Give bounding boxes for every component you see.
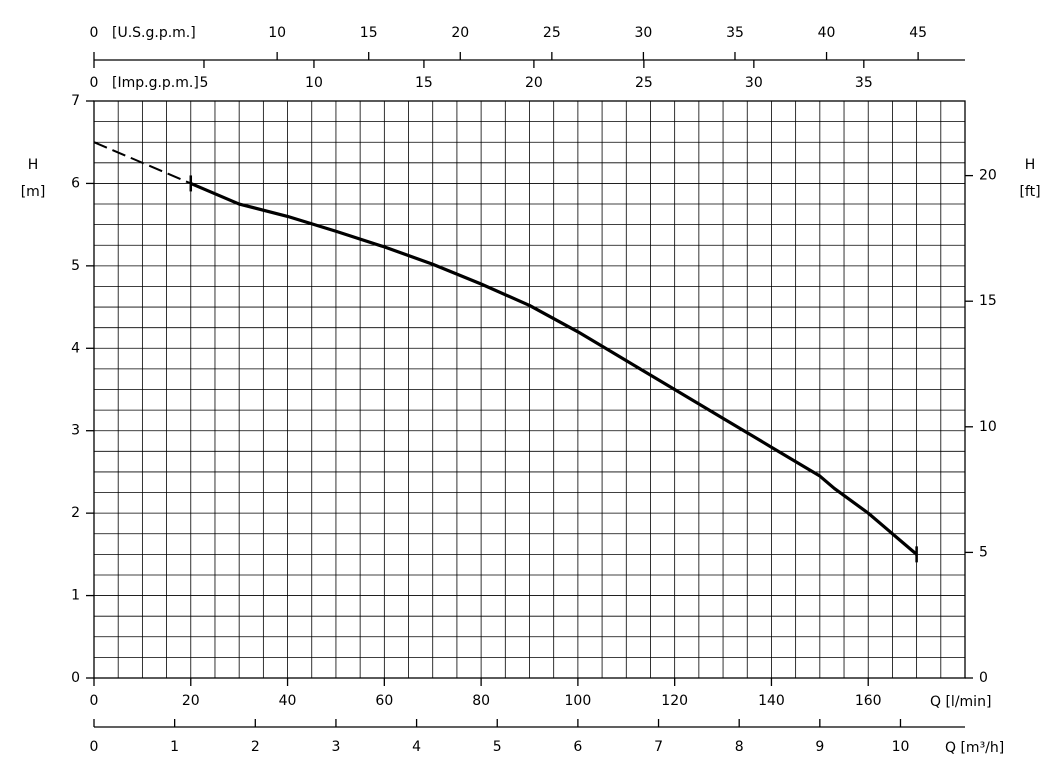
x3-tick-label: 35	[855, 75, 873, 91]
x4-tick-label: 2	[251, 739, 260, 755]
x4-tick-label: 1	[170, 739, 179, 755]
x3-tick-label: 20	[525, 75, 543, 91]
x2-tick-label: 40	[818, 25, 836, 41]
x-tick-label: 20	[182, 693, 200, 709]
x-tick-label: 60	[375, 693, 393, 709]
y-tick-label: 6	[71, 175, 80, 191]
x3-tick-label: 0	[90, 75, 99, 91]
x3-tick-label: 15	[415, 75, 433, 91]
plot-frame	[93, 100, 966, 679]
x4-label: Q [m³/h]	[945, 740, 1004, 756]
x4-tick-label: 7	[654, 739, 663, 755]
y-tick-label: 3	[71, 423, 80, 439]
x4-tick-label: 6	[573, 739, 582, 755]
y-tick-label: 4	[71, 340, 80, 356]
x2-tick-label: 35	[726, 25, 744, 41]
x-tick-label: 160	[855, 693, 882, 709]
x-tick-label: 80	[472, 693, 490, 709]
y-tick-label: 1	[71, 588, 80, 604]
x-tick-label: 100	[565, 693, 592, 709]
x4-tick-label: 8	[735, 739, 744, 755]
y2-tick-label: 15	[979, 293, 997, 309]
x4-tick-label: 3	[331, 739, 340, 755]
x2-tick-label: 15	[360, 25, 378, 41]
y-label: H	[28, 157, 39, 173]
y-unit: [m]	[21, 184, 46, 200]
y2-tick-label: 20	[979, 168, 997, 184]
y-tick-label: 7	[71, 93, 80, 109]
x2-label: [U.S.g.p.m.]	[112, 25, 196, 41]
x2-tick-label: 0	[90, 25, 99, 41]
x4-tick-label: 9	[815, 739, 824, 755]
x2-tick-label: 45	[909, 25, 927, 41]
x3-tick-label: 10	[305, 75, 323, 91]
x-tick-label: 0	[90, 693, 99, 709]
y2-tick-label: 0	[979, 670, 988, 686]
x2-tick-label: 25	[543, 25, 561, 41]
y-tick-label: 5	[71, 258, 80, 274]
x4-tick-label: 5	[493, 739, 502, 755]
x3-tick-label: 25	[635, 75, 653, 91]
y-tick-label: 0	[71, 670, 80, 686]
y2-label: H	[1025, 157, 1036, 173]
y2-tick-label: 5	[979, 544, 988, 560]
x2-tick-label: 30	[634, 25, 652, 41]
x3-tick-label: 30	[745, 75, 763, 91]
y-tick-label: 2	[71, 505, 80, 521]
x2-tick-label: 10	[268, 25, 286, 41]
x2-tick-label: 20	[451, 25, 469, 41]
x3-label: [Imp.g.p.m.]	[112, 75, 199, 91]
x3-tick-label: 5	[200, 75, 209, 91]
y2-unit: [ft]	[1019, 184, 1040, 200]
x-label: Q [l/min]	[930, 694, 991, 710]
curve	[93, 141, 192, 185]
x-tick-label: 40	[279, 693, 297, 709]
x4-tick-label: 4	[412, 739, 421, 755]
curve	[190, 181, 918, 556]
x-tick-label: 120	[661, 693, 688, 709]
y2-tick-label: 10	[979, 419, 997, 435]
x4-tick-label: 10	[892, 739, 910, 755]
x4-tick-label: 0	[90, 739, 99, 755]
x-tick-label: 140	[758, 693, 785, 709]
